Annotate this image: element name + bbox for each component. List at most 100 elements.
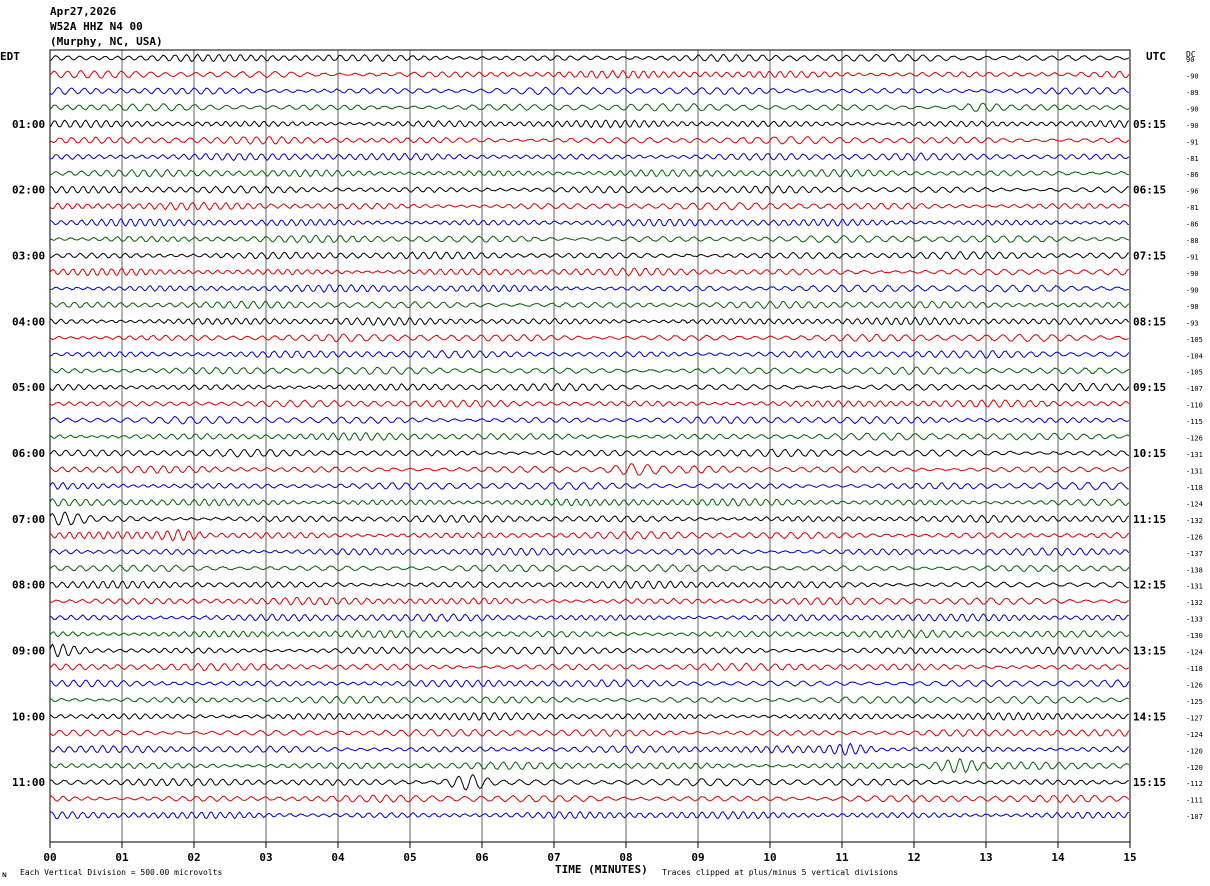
dc-offset-label: -91 bbox=[1186, 138, 1199, 146]
dc-offset-label: -132 bbox=[1186, 599, 1203, 607]
seismic-trace bbox=[49, 547, 1130, 557]
right-hour-label: 13:15 bbox=[1133, 645, 1166, 658]
dc-offset-label: -93 bbox=[1186, 319, 1199, 327]
dc-offset-label: -118 bbox=[1186, 484, 1203, 492]
x-tick-label: 15 bbox=[1123, 851, 1136, 864]
dc-offset-label: -118 bbox=[1186, 665, 1203, 673]
dc-offset-label: -90 bbox=[1186, 270, 1199, 278]
left-hour-label: 10:00 bbox=[12, 710, 45, 723]
seismic-trace bbox=[49, 810, 1129, 820]
dc-offset-label: -107 bbox=[1186, 385, 1203, 393]
seismic-trace bbox=[49, 168, 1130, 178]
seismic-trace bbox=[49, 333, 1129, 343]
dc-offset-label: -115 bbox=[1186, 418, 1203, 426]
seismic-trace bbox=[49, 728, 1130, 738]
x-tick-label: 05 bbox=[403, 851, 416, 864]
seismic-trace bbox=[49, 498, 1130, 507]
scale-note: Each Vertical Division = 500.00 microvol… bbox=[20, 868, 223, 877]
seismic-trace bbox=[49, 284, 1129, 293]
dc-offset-label: -124 bbox=[1186, 649, 1203, 657]
x-tick-label: 14 bbox=[1051, 851, 1065, 864]
seismic-trace bbox=[49, 251, 1130, 260]
seismic-trace bbox=[49, 201, 1130, 211]
seismic-trace bbox=[49, 366, 1130, 376]
right-hour-label: 06:15 bbox=[1133, 184, 1166, 197]
right-hour-label: 09:15 bbox=[1133, 381, 1166, 394]
x-axis-title: TIME (MINUTES) bbox=[555, 863, 648, 876]
seismic-trace bbox=[49, 102, 1130, 112]
seismic-trace bbox=[49, 679, 1130, 688]
seismic-trace bbox=[49, 53, 1130, 63]
dc-offset-label: 90 bbox=[1186, 56, 1194, 64]
left-hour-label: 05:00 bbox=[12, 381, 45, 394]
left-hour-label: 02:00 bbox=[12, 184, 45, 197]
dc-offset-label: -110 bbox=[1186, 402, 1203, 410]
left-hour-label: 04:00 bbox=[12, 315, 45, 328]
dc-offset-label: -81 bbox=[1186, 204, 1199, 212]
seismic-trace bbox=[49, 629, 1130, 639]
plot-frame bbox=[49, 49, 1131, 843]
seismic-trace bbox=[49, 316, 1130, 326]
seismic-trace bbox=[49, 742, 1130, 756]
dc-offset-label: -124 bbox=[1186, 500, 1203, 508]
dc-offset-label: -126 bbox=[1186, 435, 1203, 443]
seismic-trace bbox=[49, 511, 1130, 526]
seismic-trace bbox=[49, 596, 1129, 606]
x-tick-label: 06 bbox=[475, 851, 489, 864]
left-hour-label: 11:00 bbox=[12, 776, 45, 789]
seismic-trace bbox=[49, 563, 1130, 573]
dc-offset-label: -120 bbox=[1186, 764, 1203, 772]
x-tick-label: 09 bbox=[691, 851, 704, 864]
seismic-trace bbox=[49, 481, 1129, 491]
x-tick-label: 13 bbox=[979, 851, 992, 864]
x-tick-label: 08 bbox=[619, 851, 632, 864]
seismic-trace bbox=[49, 463, 1129, 476]
seismic-trace bbox=[49, 448, 1130, 458]
corner-mark: ɴ bbox=[2, 870, 7, 879]
dc-offset-label: -88 bbox=[1186, 237, 1199, 245]
seismic-trace bbox=[49, 218, 1129, 228]
dc-offset-label: -130 bbox=[1186, 632, 1203, 640]
dc-offset-label: -132 bbox=[1186, 517, 1203, 525]
seismic-trace bbox=[49, 643, 1130, 658]
dc-offset-label: -111 bbox=[1186, 797, 1203, 805]
dc-offset-label: -89 bbox=[1186, 89, 1199, 97]
seismic-trace bbox=[49, 613, 1129, 623]
dc-offset-label: -137 bbox=[1186, 550, 1203, 558]
seismic-trace bbox=[49, 695, 1130, 705]
dc-offset-label: -90 bbox=[1186, 122, 1199, 130]
dc-offset-label: -90 bbox=[1186, 72, 1199, 80]
x-tick-label: 04 bbox=[331, 851, 345, 864]
seismic-trace bbox=[49, 382, 1130, 392]
x-tick-label: 07 bbox=[547, 851, 560, 864]
dc-offset-label: -86 bbox=[1186, 221, 1199, 229]
seismic-trace bbox=[49, 300, 1130, 310]
seismic-trace bbox=[49, 415, 1130, 425]
station-location: (Murphy, NC, USA) bbox=[50, 35, 163, 48]
seismic-trace bbox=[49, 662, 1130, 672]
dc-offset-label: -107 bbox=[1186, 813, 1203, 821]
seismic-trace bbox=[49, 399, 1130, 408]
dc-offset-label: -127 bbox=[1186, 714, 1203, 722]
seismic-trace bbox=[49, 119, 1130, 129]
right-hour-label: 05:15 bbox=[1133, 118, 1166, 131]
clip-note: Traces clipped at plus/minus 5 vertical … bbox=[662, 868, 899, 877]
dc-offset-label: -90 bbox=[1186, 105, 1199, 113]
dc-offset-label: -131 bbox=[1186, 583, 1203, 591]
seismic-trace bbox=[49, 711, 1129, 721]
dc-offset-label: -131 bbox=[1186, 451, 1203, 459]
seismic-trace bbox=[49, 69, 1130, 79]
seismic-trace bbox=[49, 234, 1130, 244]
seismic-trace bbox=[49, 349, 1130, 359]
seismic-trace bbox=[49, 758, 1130, 774]
x-tick-label: 02 bbox=[187, 851, 200, 864]
dc-offset-label: -98 bbox=[1186, 303, 1199, 311]
dc-offset-label: -91 bbox=[1186, 254, 1199, 262]
x-tick-label: 03 bbox=[259, 851, 272, 864]
right-hour-label: 07:15 bbox=[1133, 250, 1166, 263]
x-tick-label: 00 bbox=[43, 851, 56, 864]
right-hour-label: 10:15 bbox=[1133, 447, 1166, 460]
station-code: W52A HHZ N4 00 bbox=[50, 20, 143, 33]
right-hour-label: 08:15 bbox=[1133, 315, 1166, 328]
dc-offset-label: -126 bbox=[1186, 681, 1203, 689]
